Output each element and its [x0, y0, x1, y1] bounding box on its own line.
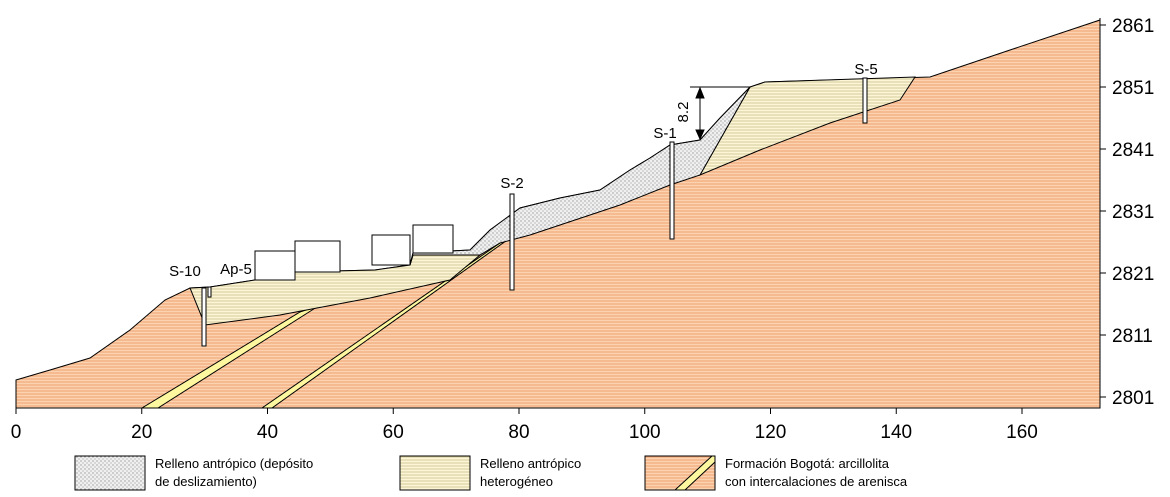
x-tick-label: 160: [1006, 422, 1038, 443]
x-tick-label: 0: [11, 422, 22, 443]
y-tick-label: 2811: [1112, 326, 1153, 347]
dimension-label: 8.2: [675, 102, 692, 123]
x-tick-label: 120: [755, 422, 787, 443]
borehole-label: S-5: [854, 61, 877, 78]
cross-section: 8.2 S-10 Ap-5 S-2 S-1 S-5 0 20 40 60 80 100 12…: [0, 0, 1170, 497]
legend-swatch: [400, 456, 470, 490]
borehole-label: S-10: [169, 263, 201, 280]
legend-swatch: [75, 456, 145, 490]
legend-text: Relleno antrópico: [480, 456, 581, 471]
y-tick-label: 2841: [1112, 140, 1154, 161]
legend-text: de deslizamiento): [155, 474, 257, 489]
x-tick-label: 80: [508, 422, 529, 443]
x-tick-label: 100: [629, 422, 661, 443]
y-tick-label: 2801: [1112, 388, 1154, 409]
borehole-label: S-1: [653, 125, 676, 142]
x-tick-label: 60: [383, 422, 404, 443]
y-tick-label: 2821: [1112, 264, 1154, 285]
legend-text: con intercalaciones de arenisca: [725, 474, 908, 489]
legend-text: heterogéneo: [480, 474, 553, 489]
x-tick-label: 140: [880, 422, 912, 443]
borehole-label: S-2: [500, 175, 523, 192]
x-tick-label: 40: [257, 422, 278, 443]
y-tick-label: 2831: [1112, 202, 1154, 223]
legend-text: Relleno antrópico (depósito: [155, 456, 313, 471]
legend-text: Formación Bogotá: arcillolita: [725, 456, 890, 471]
x-tick-label: 20: [131, 422, 152, 443]
y-tick-label: 2851: [1112, 78, 1154, 99]
legend-swatch: [645, 456, 715, 490]
y-tick-label: 2861: [1112, 16, 1154, 37]
borehole-label: Ap-5: [220, 261, 252, 278]
